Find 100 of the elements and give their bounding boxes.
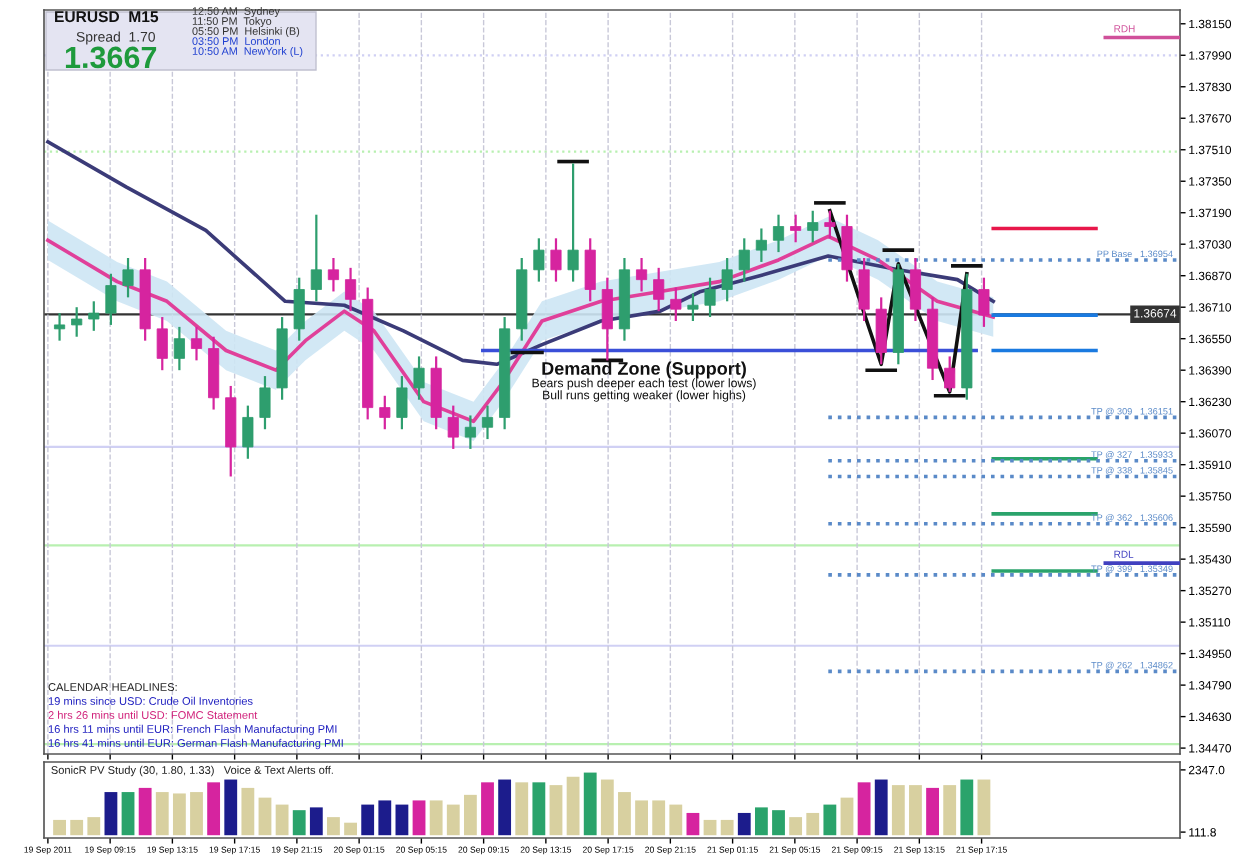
candlestick: [824, 209, 836, 240]
bar: [720, 819, 734, 836]
annotation: Demand Zone (Support): [542, 361, 746, 379]
candlestick: [413, 355, 425, 401]
candlestick: [772, 213, 785, 254]
candlestick: [841, 213, 853, 283]
bar: [121, 792, 135, 836]
candlestick: [259, 374, 271, 431]
candlestick: [944, 355, 956, 393]
bar: [224, 779, 238, 836]
candlestick: [310, 213, 322, 303]
candlestick: [687, 292, 699, 323]
bar: [395, 804, 409, 836]
candlestick: [464, 414, 476, 451]
candlestick: [858, 256, 870, 323]
candlestick: [71, 306, 83, 338]
candlestick: [88, 300, 100, 332]
bar: [258, 797, 272, 836]
candlestick: [807, 209, 819, 244]
candlestick: [584, 237, 596, 303]
bar: [104, 792, 118, 836]
bar: [532, 782, 546, 836]
bar: [600, 779, 614, 836]
bar: [703, 819, 717, 836]
bar: [857, 782, 871, 836]
candlestick: [105, 272, 117, 327]
bar: [207, 782, 221, 836]
candlestick: [242, 404, 254, 460]
candlestick: [636, 256, 648, 293]
annotation: 1.3667: [65, 46, 157, 69]
bar: [754, 807, 768, 836]
candlestick: [122, 256, 134, 299]
bar: [840, 797, 854, 836]
bar: [960, 779, 974, 836]
line-series: [46, 234, 996, 424]
bar: [463, 794, 477, 836]
candlestick: [533, 237, 545, 283]
bar: [241, 787, 255, 836]
candlestick: [447, 404, 459, 451]
bar: [669, 804, 683, 836]
bar: [275, 804, 289, 836]
bar: [446, 804, 460, 836]
candlestick: [481, 404, 494, 441]
bar: [772, 810, 785, 836]
candlestick: [738, 237, 750, 283]
candlestick: [550, 237, 562, 283]
bar: [909, 785, 922, 836]
bar: [498, 779, 512, 836]
candlestick: [345, 266, 357, 313]
candlestick: [379, 394, 391, 431]
candlestick: [909, 256, 922, 323]
bar: [789, 817, 803, 836]
bar: [806, 812, 820, 836]
bar: [635, 800, 648, 836]
bar: [737, 812, 751, 836]
candlestick: [54, 312, 66, 342]
bar: [823, 804, 837, 836]
bar: [874, 779, 888, 836]
candlestick: [875, 296, 887, 366]
bar: [926, 787, 939, 836]
bar: [412, 800, 426, 836]
bar: [172, 793, 186, 836]
candlestick: [978, 276, 990, 328]
bar: [190, 792, 203, 836]
candlestick: [173, 325, 185, 372]
bar: [977, 779, 991, 836]
candlestick: [670, 286, 682, 323]
bar: [515, 782, 529, 836]
bar: [378, 800, 392, 836]
candlestick: [567, 162, 579, 283]
candlestick: [190, 325, 203, 362]
line-series: [828, 208, 969, 394]
bar: [652, 800, 666, 836]
bar: [344, 822, 357, 836]
bar: [309, 807, 323, 836]
bar: [155, 792, 169, 836]
bar: [429, 800, 443, 836]
candlestick: [396, 374, 408, 431]
bar: [87, 817, 101, 836]
bar: [361, 804, 375, 836]
bar: [583, 772, 597, 836]
candlestick: [601, 276, 613, 362]
candlestick: [156, 315, 168, 372]
candlestick: [790, 213, 802, 244]
bar: [686, 812, 700, 836]
bar: [891, 785, 905, 836]
candlestick: [755, 227, 767, 264]
bar: [943, 785, 957, 836]
candlestick: [293, 276, 305, 342]
bar: [481, 782, 494, 836]
bar: [292, 810, 306, 836]
bar: [327, 817, 340, 836]
candlestick: [653, 266, 665, 313]
bar: [549, 785, 563, 836]
bar: [138, 787, 152, 836]
candlestick: [721, 256, 733, 303]
bar: [53, 819, 66, 836]
bar: [566, 776, 580, 836]
bar: [70, 819, 84, 836]
candlestick: [704, 276, 716, 319]
